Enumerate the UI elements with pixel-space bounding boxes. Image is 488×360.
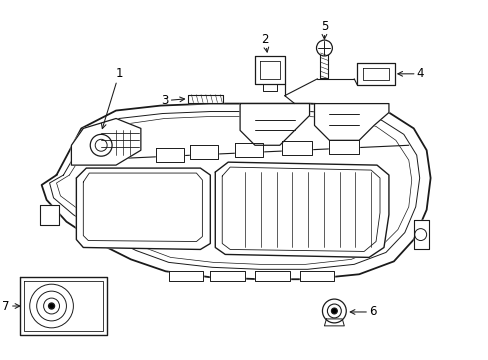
Text: 6: 6 xyxy=(349,306,376,319)
Polygon shape xyxy=(356,63,394,85)
Polygon shape xyxy=(263,84,276,91)
Circle shape xyxy=(331,308,337,314)
Polygon shape xyxy=(210,271,244,281)
Polygon shape xyxy=(240,104,309,145)
Polygon shape xyxy=(71,118,141,165)
Text: 5: 5 xyxy=(320,20,327,39)
Polygon shape xyxy=(215,162,388,257)
Polygon shape xyxy=(168,271,203,281)
Text: 1: 1 xyxy=(101,67,122,129)
Polygon shape xyxy=(40,205,60,225)
Polygon shape xyxy=(235,143,263,157)
Circle shape xyxy=(48,303,55,309)
Polygon shape xyxy=(299,271,334,281)
Text: 2: 2 xyxy=(261,33,268,52)
Circle shape xyxy=(316,40,332,56)
Text: 3: 3 xyxy=(161,94,184,107)
Polygon shape xyxy=(254,56,284,84)
Polygon shape xyxy=(188,95,223,103)
Text: 7: 7 xyxy=(2,300,20,312)
Text: 4: 4 xyxy=(397,67,424,80)
Polygon shape xyxy=(413,220,428,249)
Polygon shape xyxy=(76,168,210,249)
Polygon shape xyxy=(156,148,183,162)
Polygon shape xyxy=(41,104,430,279)
Polygon shape xyxy=(320,51,328,78)
Polygon shape xyxy=(329,140,358,154)
Circle shape xyxy=(322,299,346,323)
Polygon shape xyxy=(20,277,107,335)
Polygon shape xyxy=(254,271,289,281)
Circle shape xyxy=(90,134,112,156)
Polygon shape xyxy=(281,141,311,155)
Polygon shape xyxy=(324,319,344,326)
Polygon shape xyxy=(314,104,388,140)
Polygon shape xyxy=(190,145,218,159)
